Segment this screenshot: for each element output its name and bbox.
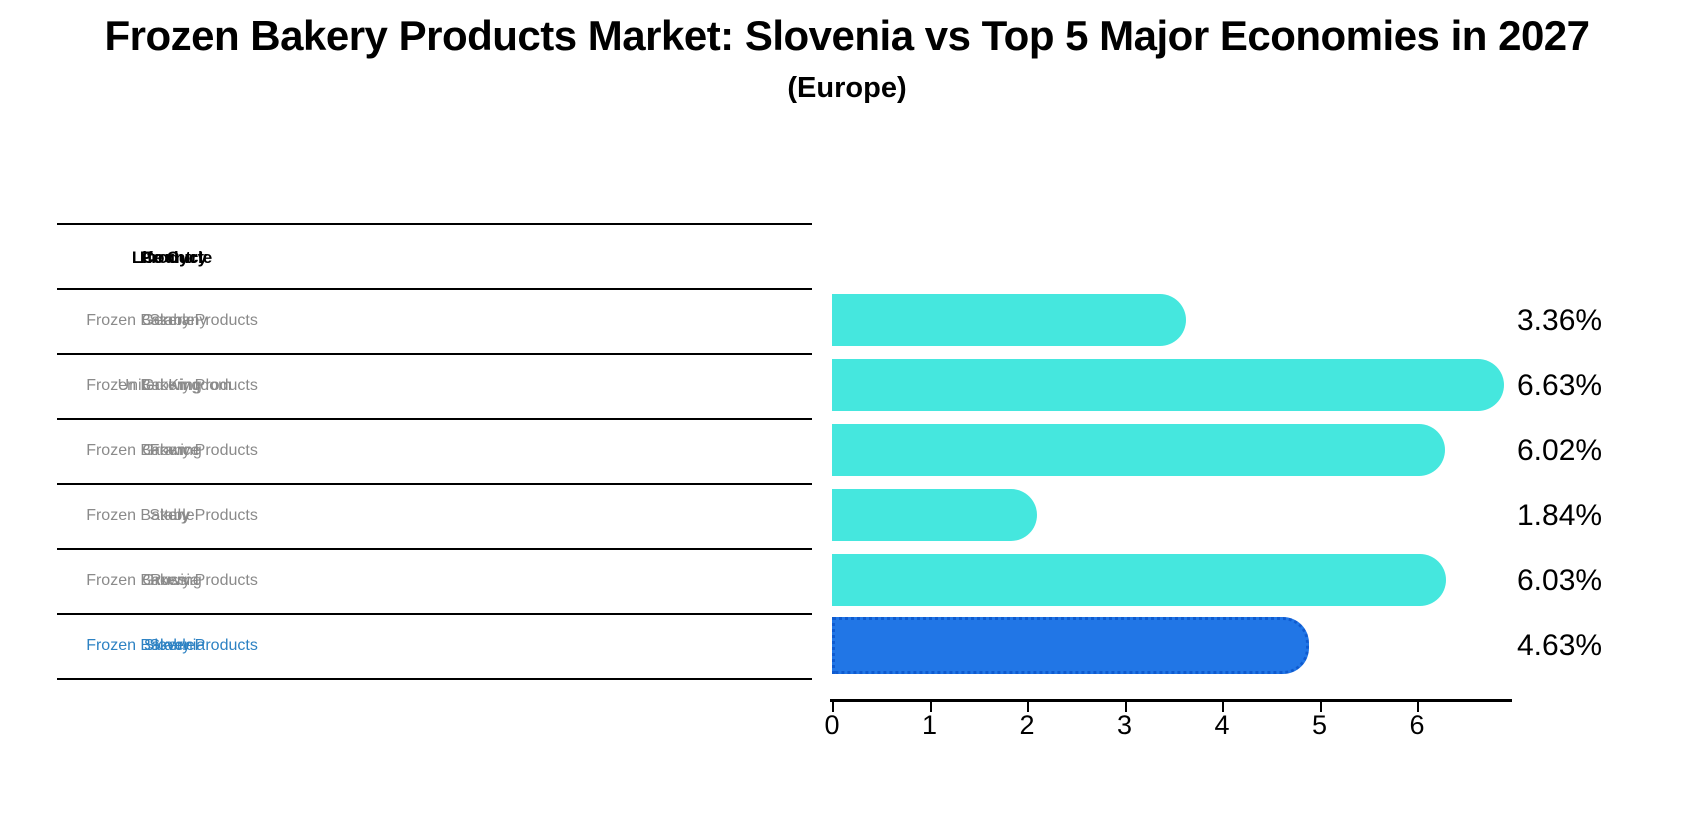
x-axis-tick	[1222, 702, 1224, 712]
bar-row: 6.63%	[832, 353, 1694, 418]
cell-life-cycle: Growing	[142, 376, 202, 394]
table-row-separator	[57, 548, 812, 550]
table-row: Russia Frozen Bakery Products Growing	[57, 548, 812, 613]
x-axis-tick	[1319, 702, 1322, 712]
x-axis-tick-label: 4	[1214, 710, 1230, 740]
cell-country: France	[149, 441, 200, 459]
bar-row: 1.84%	[832, 483, 1694, 548]
bar-value-label: 6.63%	[1517, 368, 1603, 402]
x-axis-tick-label: 1	[921, 710, 938, 740]
table-row-separator	[57, 613, 812, 615]
bar-value-label: 3.36%	[1517, 303, 1603, 337]
cell-product: Frozen Bakery Products	[86, 376, 258, 394]
bar	[832, 554, 1446, 606]
page-subtitle: (Europe)	[787, 72, 907, 104]
bar-row: 6.02%	[832, 418, 1694, 483]
bar-row: 6.03%	[832, 548, 1694, 613]
cell-life-cycle: Growing	[142, 441, 202, 459]
x-axis-tick-label: 6	[1409, 710, 1425, 740]
bar-highlighted	[832, 617, 1310, 674]
cell-product: Frozen Bakery Products	[86, 441, 258, 459]
cell-life-cycle: Growing	[142, 571, 202, 589]
bar	[832, 294, 1186, 346]
cell-product: Frozen Bakery Products	[86, 571, 258, 589]
x-axis-tick-label: 3	[1116, 710, 1133, 740]
table-header-country: Country	[141, 247, 208, 267]
bar	[832, 424, 1445, 476]
table-row: Italy Frozen Bakery Products Stable	[57, 483, 812, 548]
cell-life-cycle: Stable	[149, 311, 195, 329]
bar	[832, 359, 1505, 411]
x-axis-tick	[832, 702, 834, 712]
cell-life-cycle: Stable	[149, 506, 195, 524]
cell-country: Russia	[150, 571, 199, 589]
table-row-separator	[57, 353, 812, 355]
bar-value-label: 6.03%	[1517, 563, 1603, 597]
table-header-product: Product	[139, 247, 205, 267]
table-row-separator	[57, 223, 812, 225]
bar-row: 4.63%	[832, 613, 1694, 678]
x-axis-tick	[1027, 702, 1029, 712]
bar-value-label: 6.02%	[1517, 433, 1603, 467]
x-axis-line	[830, 699, 1512, 702]
table-row: United Kingdom Frozen Bakery Products Grow…	[57, 353, 812, 418]
table-row-separator	[57, 678, 812, 680]
bar-value-label: 4.63%	[1517, 628, 1603, 662]
cell-country: Germany	[141, 311, 208, 329]
bar-row: 3.36%	[832, 288, 1694, 353]
table-row-separator	[57, 418, 812, 420]
table-row: Slovenia Frozen Bakery Products Stable	[57, 613, 812, 678]
table-header-row: Country Product Life Cycle	[57, 225, 812, 290]
page-title: Frozen Bakery Products Market: Slovenia …	[104, 12, 1590, 59]
cell-life-cycle: Stable	[149, 636, 195, 654]
table-row: France Frozen Bakery Products Growing	[57, 418, 812, 483]
bar	[832, 489, 1038, 541]
bar-value-label: 1.84%	[1517, 498, 1603, 532]
table-row-separator	[57, 288, 812, 290]
cell-country: Slovenia	[143, 636, 206, 654]
x-axis-tick	[929, 702, 932, 712]
cell-product: Frozen Bakery Products	[86, 311, 258, 329]
x-axis-tick	[1417, 702, 1419, 712]
cell-country: Italy	[159, 506, 190, 524]
table-row: Germany Frozen Bakery Products Stable	[57, 288, 812, 353]
cell-product: Frozen Bakery Products	[86, 506, 258, 524]
x-axis-tick-label: 2	[1019, 710, 1035, 740]
cell-country: United Kingdom	[117, 376, 232, 394]
x-axis-tick-label: 5	[1311, 710, 1328, 740]
x-axis-tick-label: 0	[824, 710, 840, 740]
table-row-separator	[57, 483, 812, 485]
bar-chart: 3.36% 6.63% 6.02% 1.84% 6.03% 4.63%	[832, 288, 1694, 678]
x-axis-tick	[1124, 702, 1127, 712]
cell-product: Frozen Bakery Products	[86, 636, 258, 654]
table-header-life-cycle: Life Cycle	[131, 247, 213, 267]
